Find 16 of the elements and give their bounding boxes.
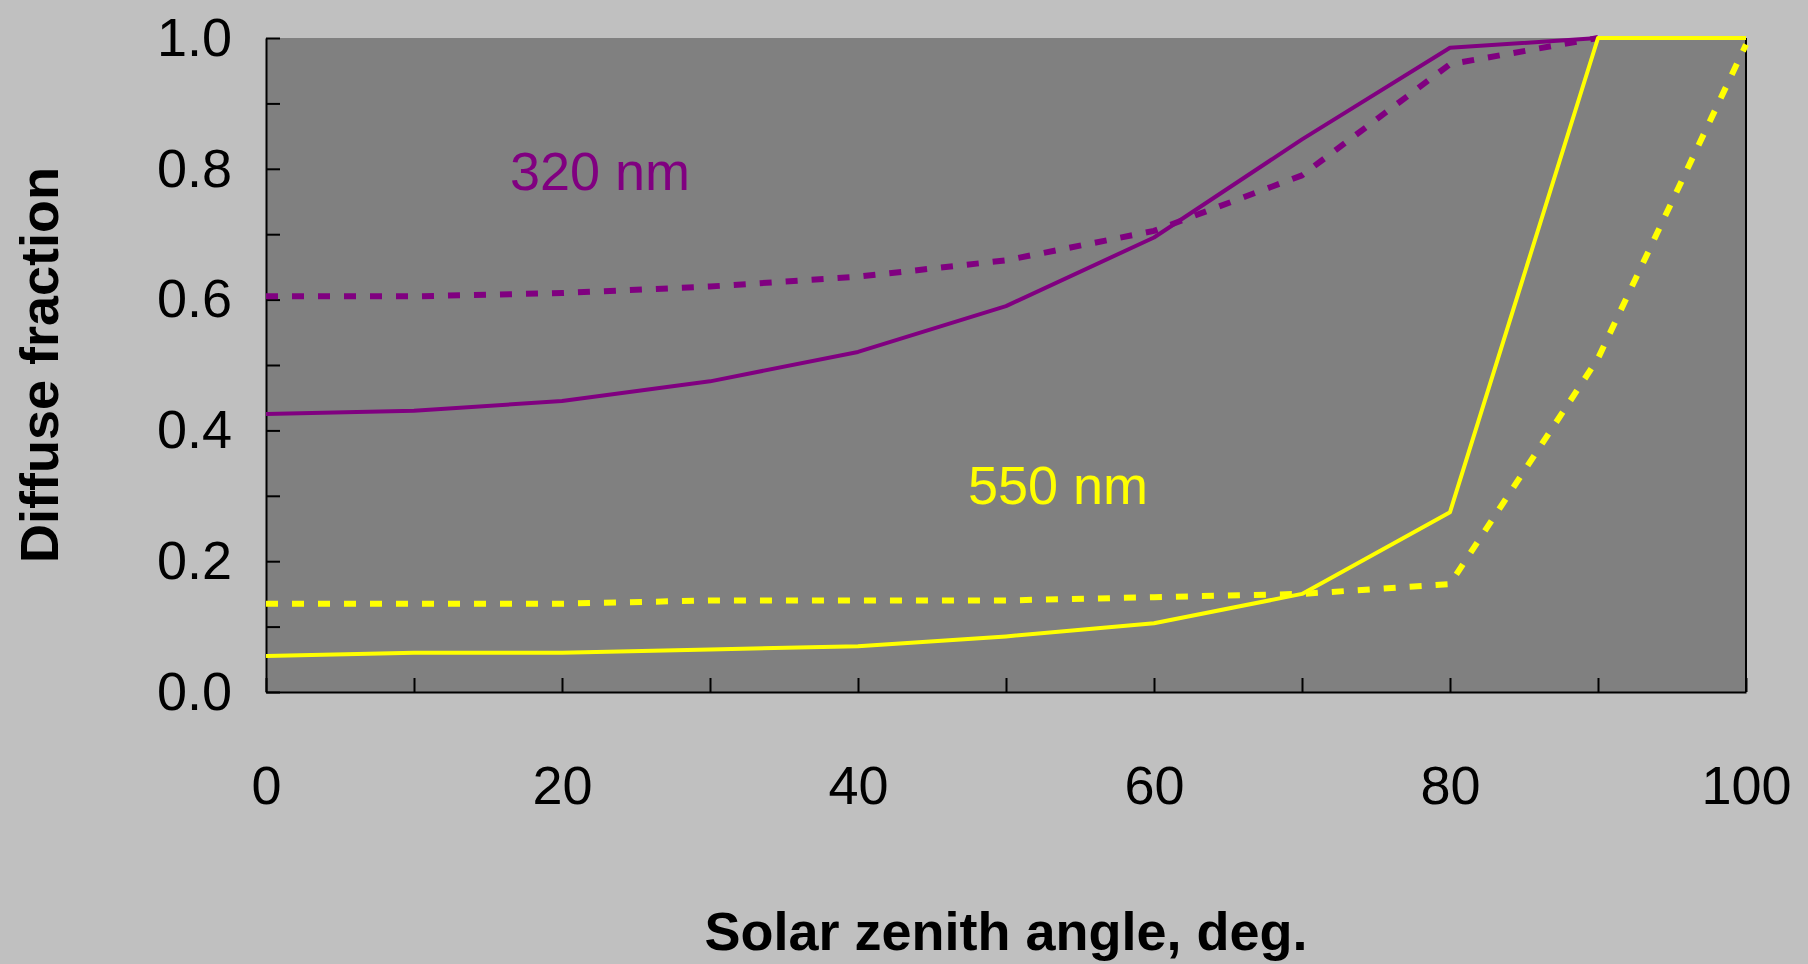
y-tick-label: 0.4 (156, 399, 232, 460)
x-tick-label: 40 (828, 755, 889, 816)
annotation: 320 nm (509, 141, 691, 202)
y-axis-title: Diffuse fraction (9, 166, 69, 564)
y-tick-label: 0.6 (156, 268, 232, 329)
x-tick-label: 20 (532, 755, 593, 816)
y-tick-label: 0.2 (156, 529, 232, 590)
x-tick-label: 100 (1701, 755, 1792, 816)
annotation: 550 nm (967, 455, 1149, 516)
y-tick-label: 0.8 (156, 137, 232, 198)
y-tick-label: 0.0 (156, 660, 232, 721)
x-tick-label: 80 (1420, 755, 1481, 816)
x-tick-label: 0 (251, 755, 282, 816)
x-tick-label: 60 (1124, 755, 1185, 816)
x-axis-title: Solar zenith angle, deg. (704, 901, 1308, 961)
y-tick-label: 1.0 (156, 6, 232, 67)
